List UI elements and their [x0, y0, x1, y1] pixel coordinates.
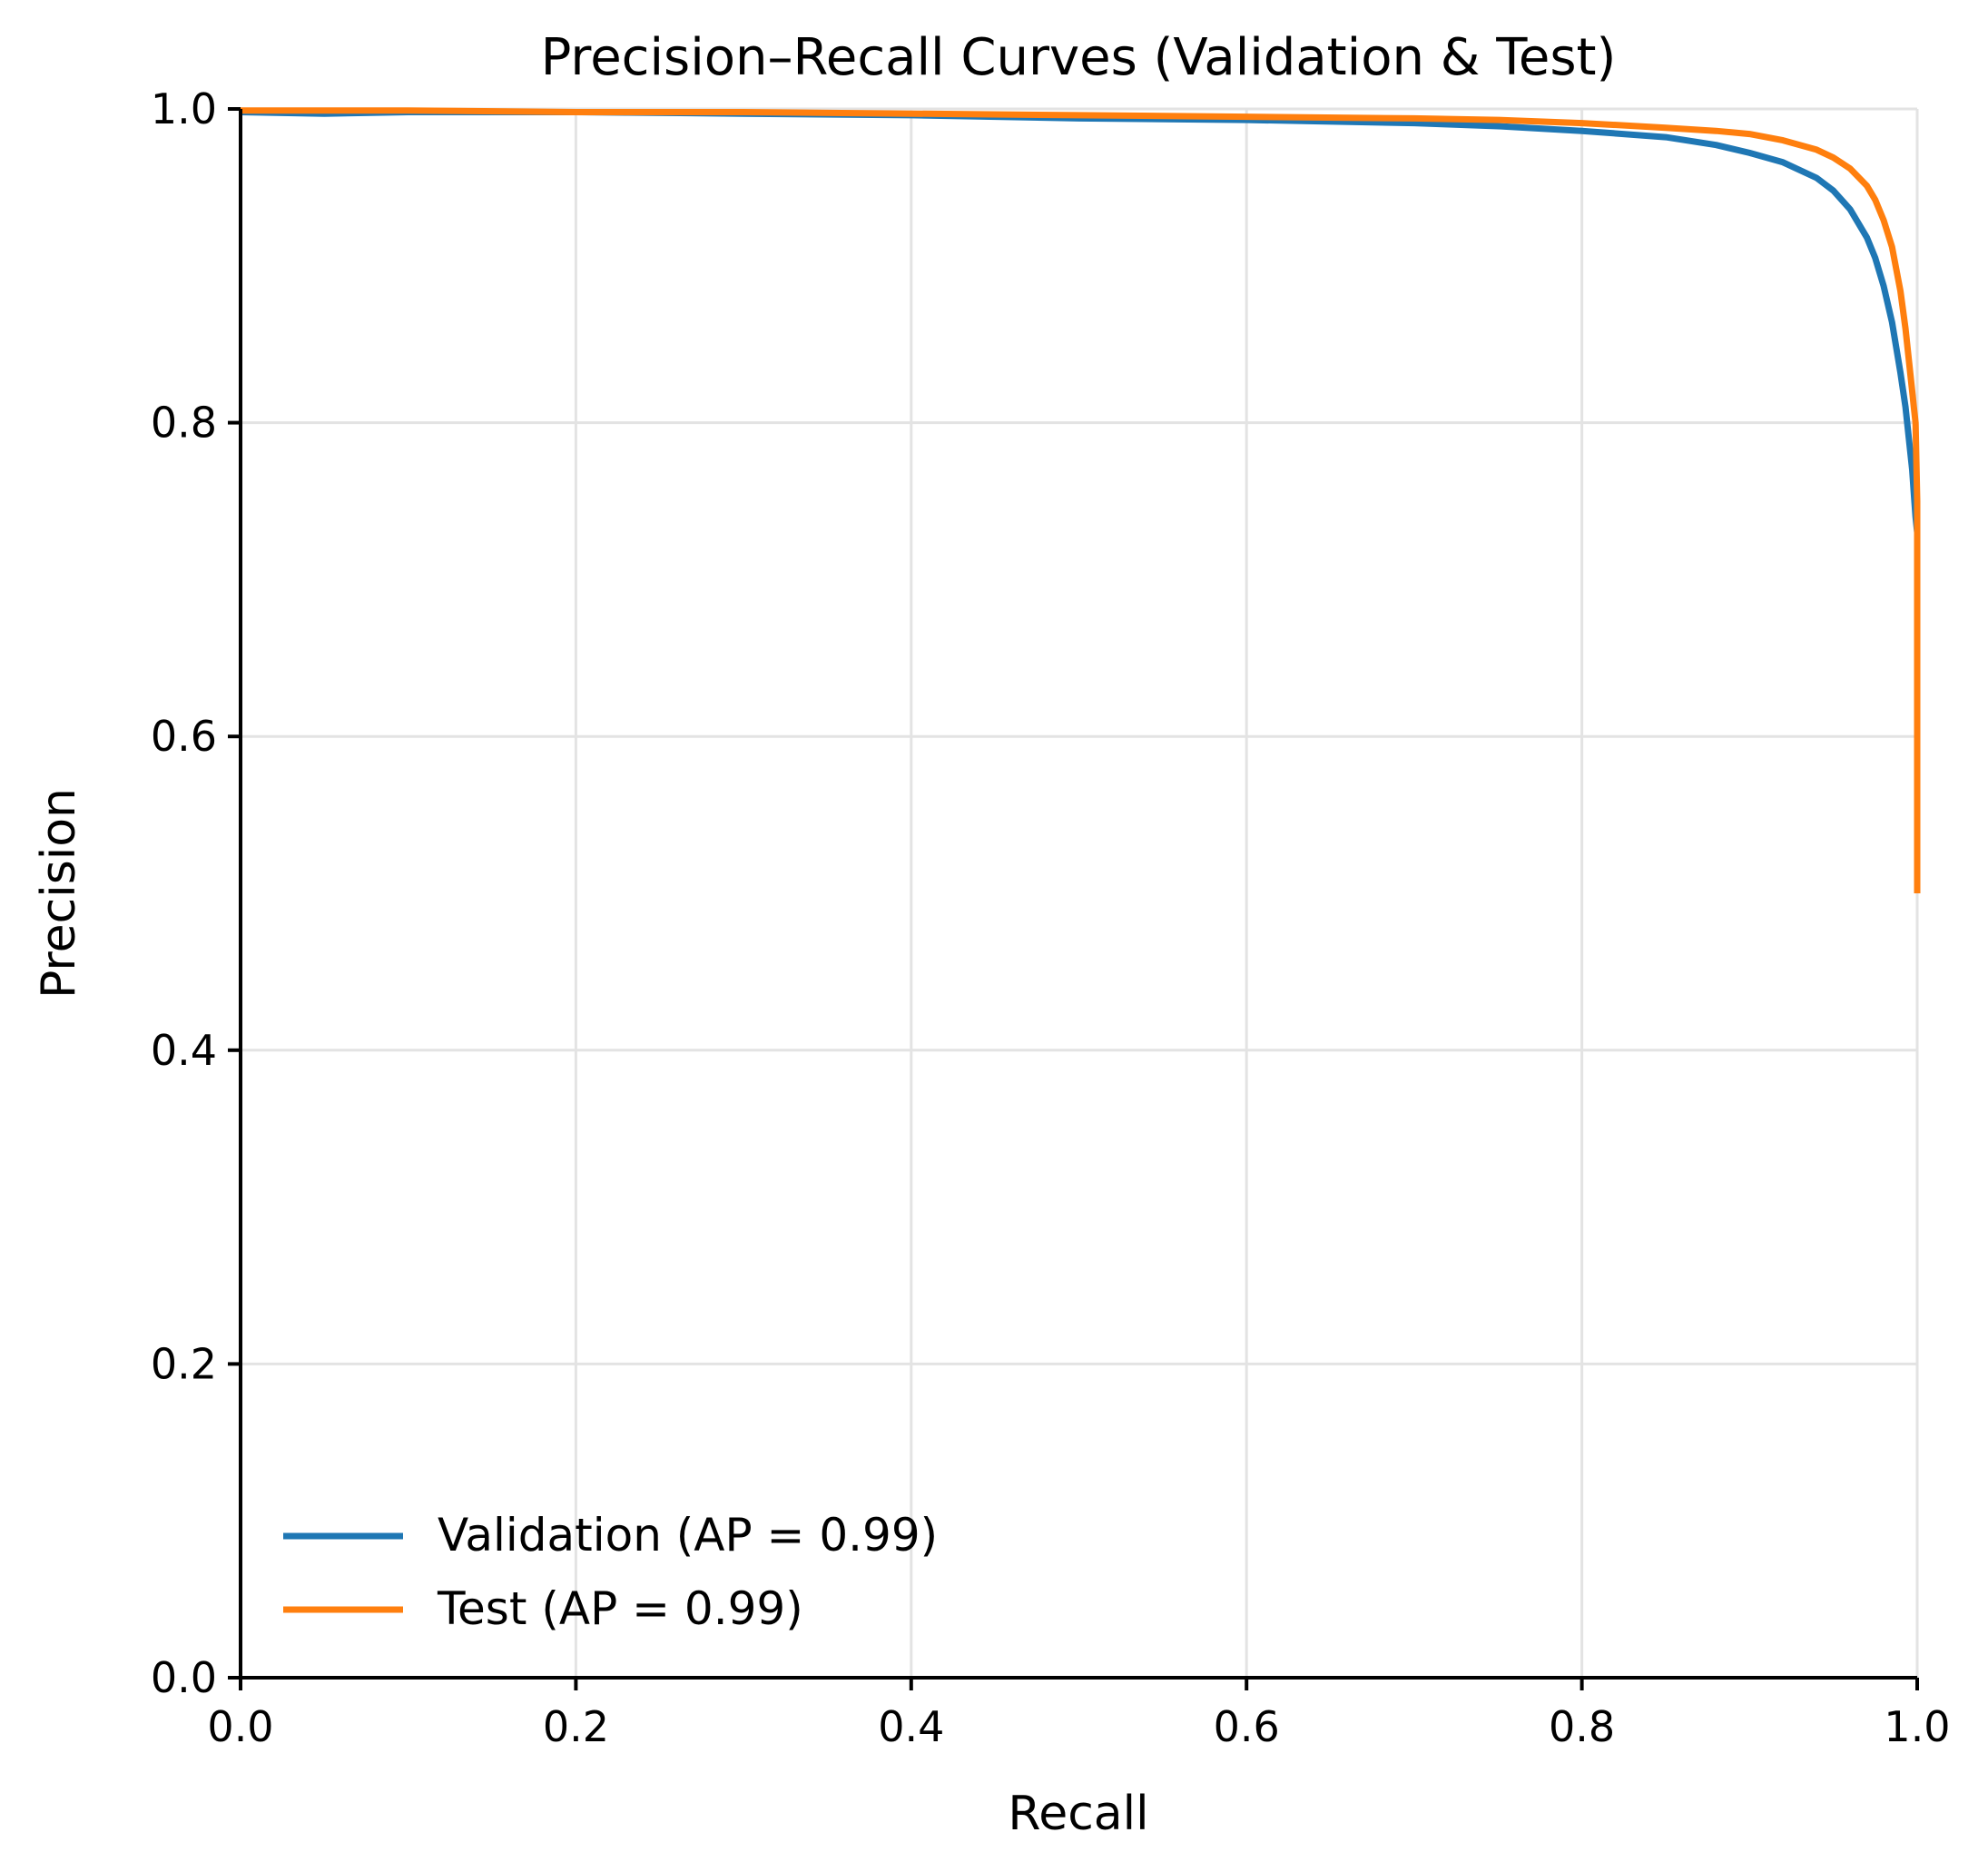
grid	[239, 107, 1919, 1680]
x-tick-label: 0.2	[543, 1702, 609, 1751]
y-tick-label: 0.4	[151, 1026, 217, 1075]
y-tick-label: 0.2	[151, 1339, 217, 1388]
x-tick-label: 0.0	[207, 1702, 273, 1751]
x-tick-label: 1.0	[1884, 1702, 1950, 1751]
x-tick-label: 0.4	[878, 1702, 944, 1751]
legend-label-test: Test (AP = 0.99)	[437, 1582, 803, 1635]
test-curve	[241, 107, 1921, 893]
validation-curve	[240, 109, 1921, 548]
series-group	[240, 107, 1921, 893]
y-axis-label: Precision	[32, 788, 86, 999]
y-tick-label: 0.8	[151, 399, 217, 448]
y-tick-label: 1.0	[151, 84, 217, 133]
legend: Validation (AP = 0.99) Test (AP = 0.99)	[283, 1509, 938, 1635]
x-tick-label: 0.6	[1214, 1702, 1280, 1751]
chart-title: Precision–Recall Curves (Validation & Te…	[541, 28, 1617, 87]
ticks: 0.0 0.2 0.4 0.6 0.8 1.0 0.0 0.2 0.4 0.6 0.8 1.0	[151, 84, 1951, 1751]
legend-label-validation: Validation (AP = 0.99)	[438, 1509, 938, 1562]
x-tick-label: 0.8	[1549, 1702, 1615, 1751]
y-tick-label: 0.0	[151, 1653, 217, 1702]
x-axis-label: Recall	[1008, 1787, 1148, 1841]
y-tick-label: 0.6	[151, 712, 217, 761]
axes	[239, 109, 1917, 1680]
